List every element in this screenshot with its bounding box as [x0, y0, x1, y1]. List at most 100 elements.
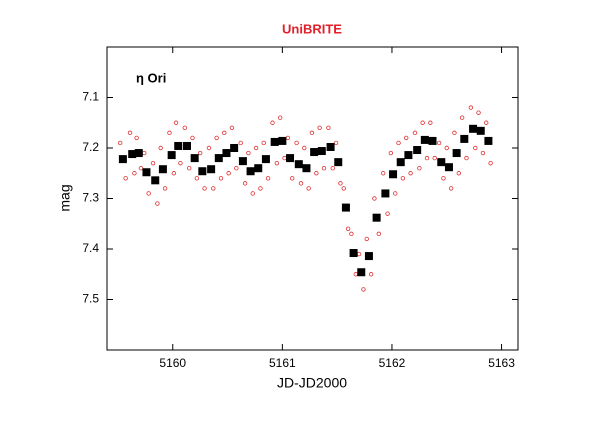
- data-point: [134, 149, 143, 158]
- data-point: [393, 191, 398, 196]
- data-point: [173, 120, 179, 125]
- data-point: [306, 186, 311, 191]
- data-point: [261, 140, 266, 146]
- data-point: [198, 167, 207, 176]
- data-point: [294, 160, 303, 169]
- data-point: [190, 135, 195, 141]
- data-point: [246, 167, 255, 176]
- data-point: [345, 226, 351, 231]
- data-point: [437, 158, 446, 167]
- data-point: [183, 141, 192, 150]
- data-point: [460, 134, 469, 143]
- data-point: [167, 130, 172, 136]
- data-point: [242, 181, 248, 186]
- data-point: [459, 115, 465, 120]
- data-point: [150, 160, 156, 166]
- data-point: [417, 165, 422, 171]
- data-point: [476, 110, 481, 115]
- data-point: [476, 126, 485, 135]
- data-point: [294, 140, 299, 146]
- data-point: [197, 150, 203, 156]
- data-point: [376, 231, 382, 237]
- data-point: [326, 125, 331, 130]
- data-point: [389, 170, 398, 179]
- data-point: [428, 136, 437, 145]
- data-point: [302, 164, 311, 173]
- data-point: [278, 136, 287, 145]
- data-point: [258, 186, 263, 191]
- data-point: [452, 149, 461, 158]
- data-point: [381, 189, 390, 198]
- data-point: [480, 150, 486, 156]
- data-point: [456, 171, 462, 176]
- data-point: [388, 150, 394, 156]
- y-tick-label: 7.2: [82, 140, 99, 154]
- x-tick-label: 5160: [159, 356, 186, 370]
- data-point: [356, 251, 362, 257]
- data-point: [420, 135, 429, 144]
- data-point: [234, 165, 239, 171]
- data-point: [146, 191, 151, 196]
- data-point: [261, 155, 270, 164]
- data-point: [214, 154, 223, 163]
- y-tick-label: 7.1: [82, 90, 99, 104]
- data-point: [314, 171, 319, 176]
- data-point: [441, 176, 446, 181]
- data-point: [207, 165, 216, 174]
- data-point: [138, 165, 144, 171]
- data-point: [167, 151, 176, 160]
- data-point: [171, 171, 177, 176]
- data-point: [448, 186, 454, 191]
- data-point: [484, 136, 493, 145]
- data-point: [117, 140, 123, 146]
- data-point: [206, 145, 212, 151]
- data-point: [238, 157, 247, 166]
- data-point: [182, 125, 188, 130]
- chart-title: UniBRITE: [282, 21, 342, 36]
- data-point: [194, 176, 200, 181]
- plot-frame: [106, 46, 519, 351]
- data-point: [309, 130, 315, 136]
- data-point: [333, 140, 339, 146]
- data-point: [286, 154, 295, 163]
- data-point: [349, 249, 358, 258]
- data-point: [484, 120, 489, 125]
- data-point: [214, 135, 219, 141]
- data-point: [202, 186, 207, 191]
- data-point: [253, 145, 259, 151]
- data-point: [222, 149, 231, 158]
- data-point: [349, 231, 354, 237]
- data-point: [364, 236, 369, 242]
- data-point: [424, 155, 430, 161]
- data-point: [178, 160, 183, 166]
- data-point: [372, 196, 377, 201]
- y-tick-label: 7.4: [82, 241, 99, 255]
- data-point: [444, 145, 449, 151]
- data-point: [334, 158, 343, 167]
- data-point: [341, 203, 350, 212]
- data-point: [310, 148, 319, 157]
- x-tick-label: 5161: [269, 356, 296, 370]
- data-point: [404, 135, 409, 141]
- data-point: [142, 168, 151, 177]
- data-point: [413, 146, 422, 155]
- data-point: [285, 135, 291, 141]
- data-point: [211, 186, 216, 191]
- data-point: [420, 120, 425, 125]
- data-point: [432, 155, 437, 161]
- data-point: [408, 171, 413, 176]
- data-point: [118, 155, 127, 164]
- data-point: [134, 135, 139, 141]
- data-point: [321, 165, 327, 171]
- data-point: [229, 125, 235, 130]
- data-point: [396, 158, 405, 167]
- data-point: [380, 171, 386, 176]
- annotation: η Ori: [136, 70, 166, 85]
- data-point: [151, 176, 160, 185]
- data-point: [190, 154, 199, 163]
- data-point: [174, 141, 183, 150]
- data-point: [290, 176, 295, 181]
- data-point: [372, 213, 381, 222]
- x-tick-label: 5163: [488, 356, 515, 370]
